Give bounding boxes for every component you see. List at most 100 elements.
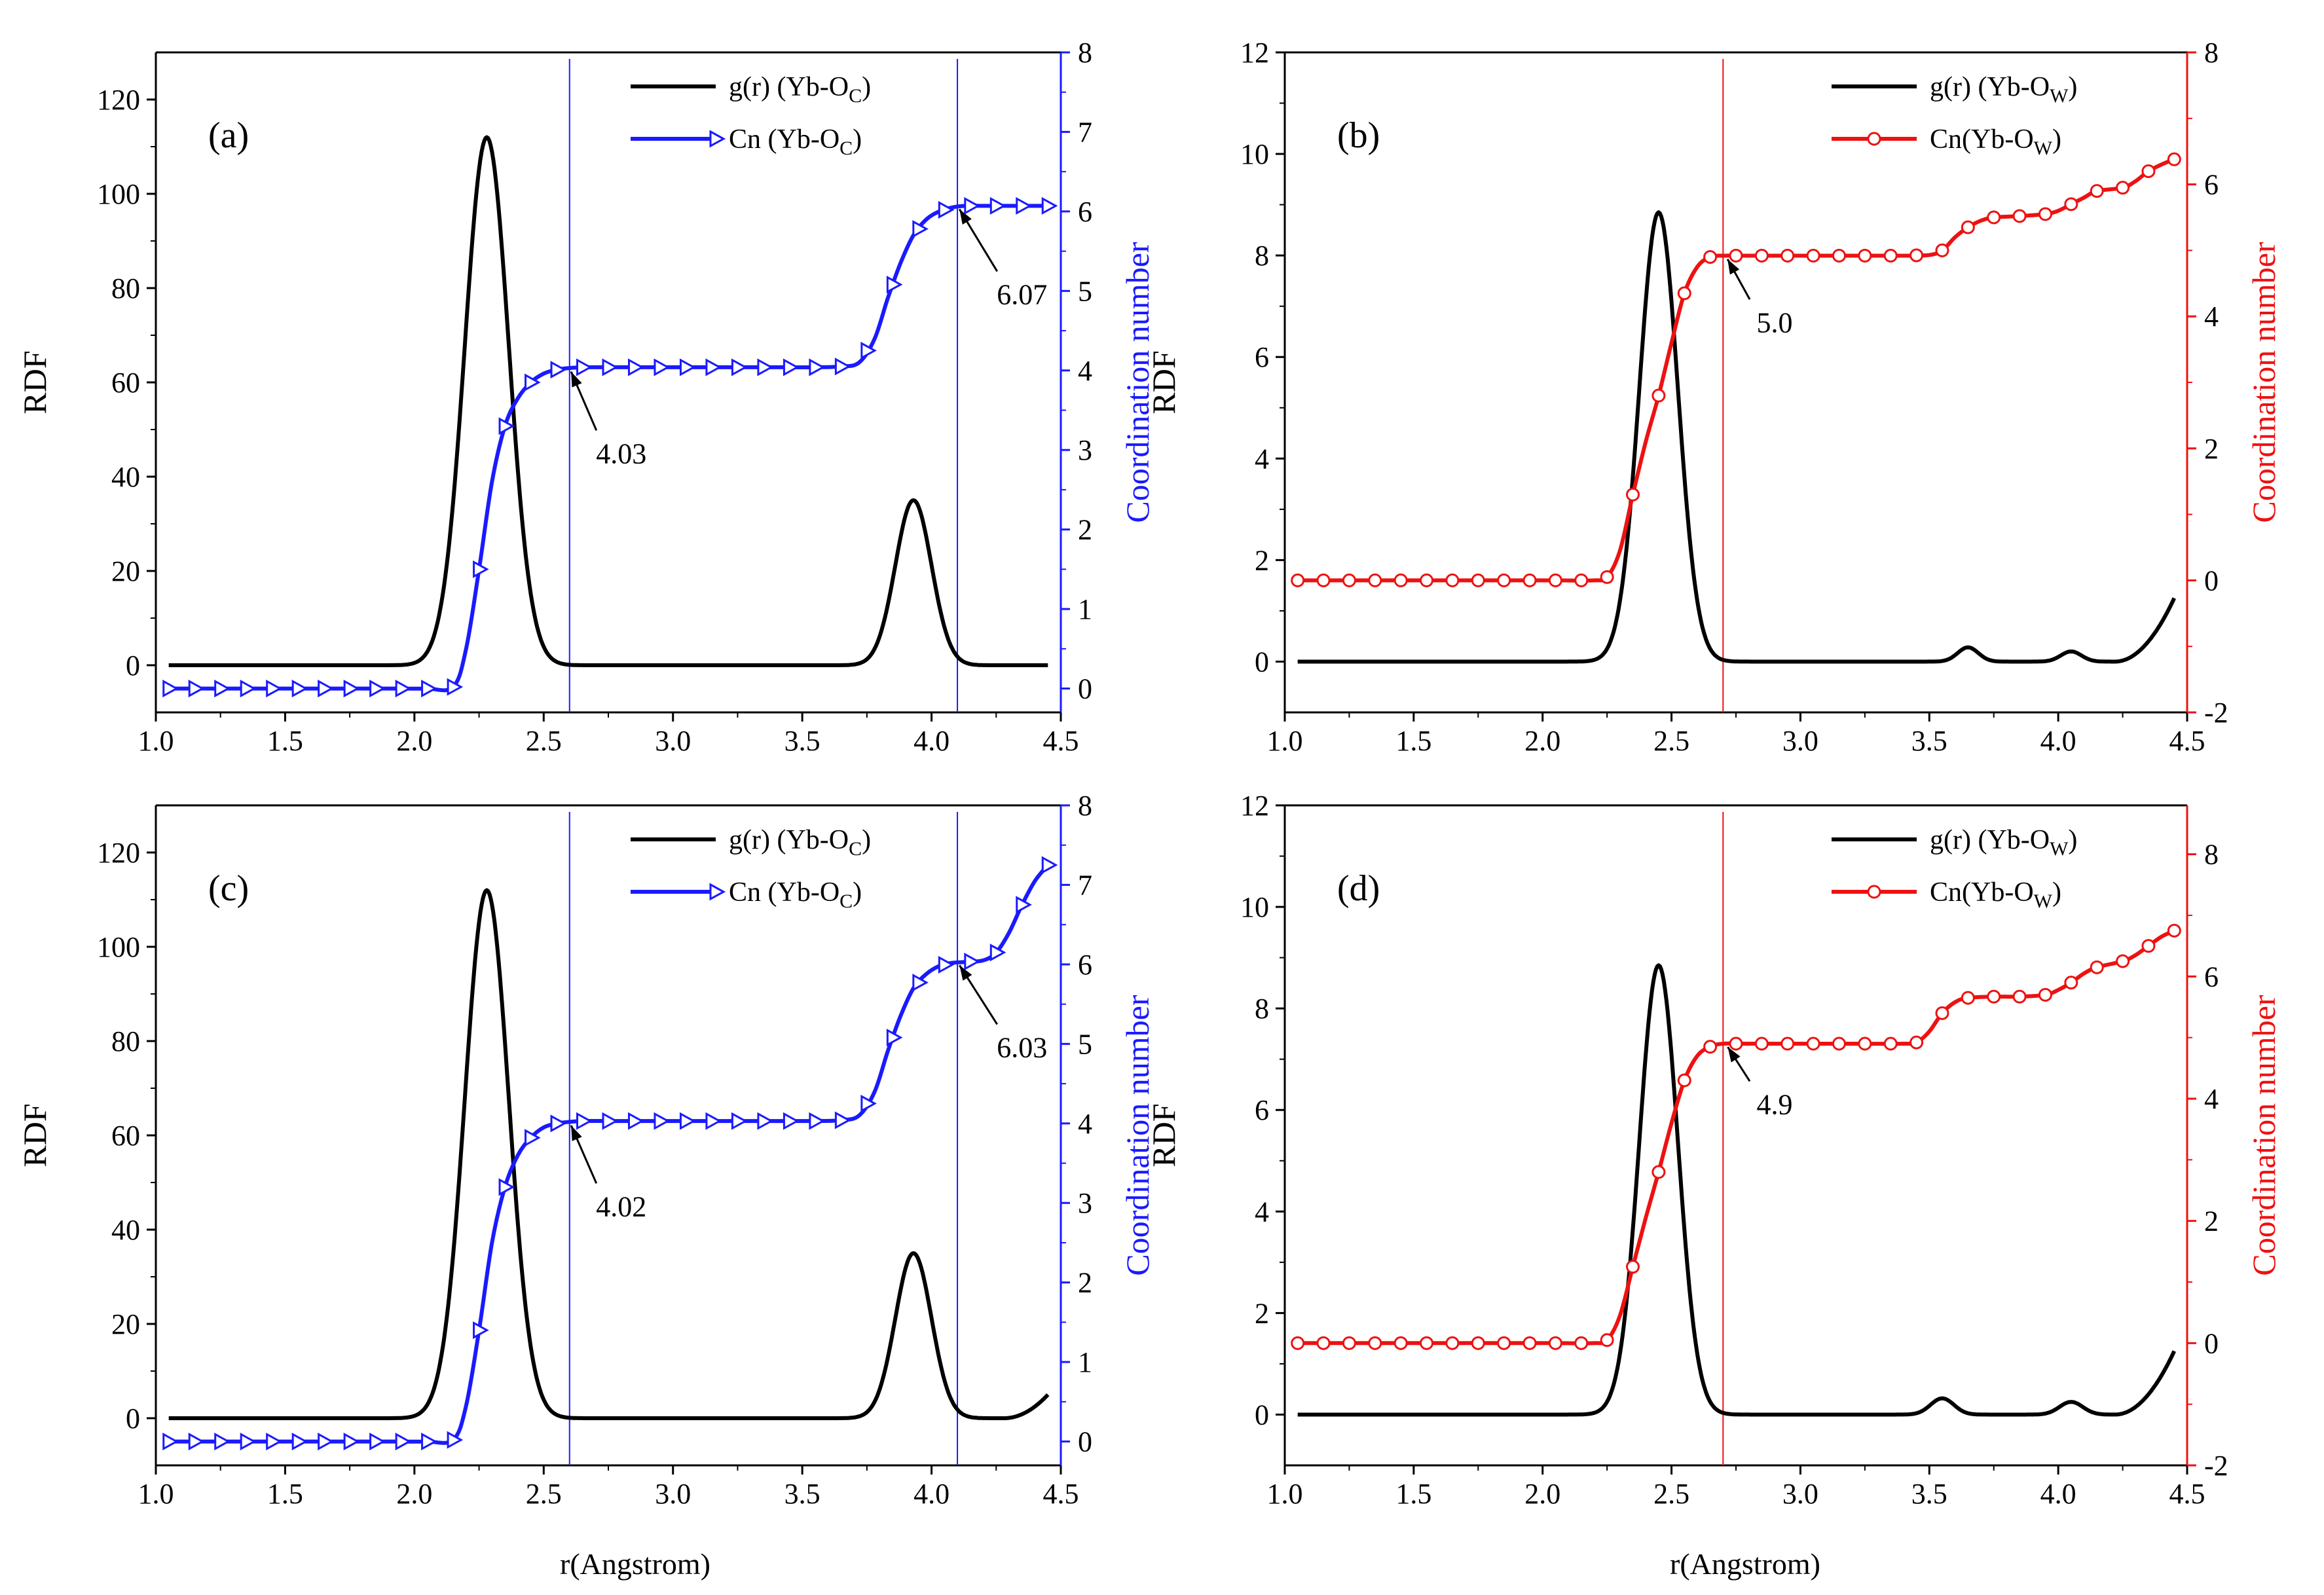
x-tick-label: 1.5 xyxy=(267,1478,303,1510)
x-axis-label-left: r(Angstrom) xyxy=(560,1547,710,1581)
y2-tick-label: 0 xyxy=(1078,1426,1092,1458)
series-cn-marker xyxy=(1497,573,1511,587)
series-cn-marker xyxy=(1548,1336,1562,1350)
series-cn-marker xyxy=(2141,939,2156,953)
series-cn-marker xyxy=(343,1433,360,1451)
y-tick-label: 2 xyxy=(1255,1297,1269,1329)
y-axis-title: RDF xyxy=(1145,1103,1182,1167)
series-cn-marker xyxy=(1342,573,1356,587)
series-cn-marker xyxy=(2167,923,2181,938)
x-tick-label: 4.5 xyxy=(1043,725,1079,757)
series-cn-marker xyxy=(266,680,282,698)
series-cn-marker xyxy=(783,1112,800,1130)
y-tick-label: 6 xyxy=(1255,1094,1269,1126)
legend-marker xyxy=(709,130,726,148)
x-tick-label: 4.0 xyxy=(2040,725,2076,757)
series-cn-marker xyxy=(731,1112,748,1130)
legend-label-1: Cn(Yb-OW) xyxy=(1930,124,2061,159)
series-cn-marker xyxy=(1729,1036,1743,1051)
series-cn-marker xyxy=(2064,976,2078,990)
series-cn-marker xyxy=(162,1433,179,1451)
y2-tick-label: 8 xyxy=(2204,37,2219,69)
x-tick-label: 3.5 xyxy=(784,725,821,757)
series-cn-marker xyxy=(783,358,800,376)
series-cn-marker xyxy=(240,1433,257,1451)
series-cn-marker xyxy=(1016,196,1032,215)
series-cn-marker xyxy=(602,358,619,376)
series-cn-marker xyxy=(1393,1336,1408,1350)
series-cn-marker xyxy=(1574,1336,1589,1350)
x-tick-label: 1.0 xyxy=(138,1478,174,1510)
series-cn-marker xyxy=(2012,209,2027,223)
series-cn-marker xyxy=(731,358,748,376)
legend-marker xyxy=(1867,132,1881,146)
series-cn-marker xyxy=(525,1129,541,1147)
series-cn-marker xyxy=(1291,1336,1305,1350)
series-cn-line xyxy=(1297,157,2175,583)
y2-tick-label: 4 xyxy=(2204,301,2219,333)
series-cn-marker xyxy=(705,358,722,376)
annotation-label: 4.03 xyxy=(596,437,646,469)
y2-tick-label: 8 xyxy=(2204,839,2219,871)
series-cn-marker xyxy=(291,1433,308,1451)
y-tick-label: 100 xyxy=(97,178,140,210)
series-cn-marker xyxy=(498,1178,515,1196)
series-cn-marker xyxy=(1445,1336,1460,1350)
y-tick-label: 0 xyxy=(126,1402,140,1435)
legend-marker xyxy=(1867,885,1881,899)
series-gr-line xyxy=(1297,210,2177,664)
y2-tick-label: 5 xyxy=(1078,1028,1092,1060)
x-tick-label: 3.0 xyxy=(1782,725,1818,757)
y-tick-label: 20 xyxy=(111,555,140,587)
series-cn-marker xyxy=(1883,1036,1898,1051)
x-tick-label: 1.5 xyxy=(1395,1478,1431,1510)
series-cn-marker xyxy=(1935,243,1949,257)
y2-axis-title: Coordination number xyxy=(1119,995,1156,1275)
series-cn-marker xyxy=(1858,248,1872,263)
series-cn-marker xyxy=(2090,184,2104,198)
annotation-arrow-head xyxy=(1727,259,1740,275)
series-cn-marker xyxy=(1780,248,1795,263)
series-cn-marker xyxy=(834,1111,851,1129)
y-tick-label: 80 xyxy=(111,1025,140,1057)
series-cn-marker xyxy=(1600,1333,1614,1348)
series-cn-marker xyxy=(886,1029,903,1047)
series-cn-marker xyxy=(421,1433,437,1451)
x-tick-label: 1.0 xyxy=(1267,1478,1303,1510)
y-tick-label: 12 xyxy=(1240,37,1269,69)
y2-tick-label: 8 xyxy=(1078,790,1092,822)
series-cn-marker xyxy=(1677,1073,1691,1088)
series-cn-marker xyxy=(834,358,851,376)
series-cn-marker xyxy=(1780,1036,1795,1051)
series-cn-marker xyxy=(1754,248,1769,263)
series-cn-marker xyxy=(809,1112,825,1130)
series-gr-line xyxy=(168,135,1049,667)
y2-axis-title: Coordination number xyxy=(2245,995,2282,1275)
x-tick-label: 2.0 xyxy=(1524,1478,1560,1510)
y-tick-label: 40 xyxy=(111,461,140,493)
series-cn-marker xyxy=(188,680,205,698)
y2-tick-label: 1 xyxy=(1078,1346,1092,1378)
legend-label-1: Cn(Yb-OW) xyxy=(1930,877,2061,912)
series-cn-marker xyxy=(498,417,515,435)
x-tick-label: 2.5 xyxy=(526,1478,562,1510)
y-axis-title: RDF xyxy=(1145,350,1182,414)
series-cn-marker xyxy=(964,196,980,215)
series-cn-marker xyxy=(318,680,334,698)
series-cn-marker xyxy=(2038,207,2052,221)
series-cn-marker xyxy=(912,974,929,992)
x-tick-label: 4.0 xyxy=(913,1478,950,1510)
y2-tick-label: 4 xyxy=(1078,355,1092,387)
series-cn-marker xyxy=(1858,1036,1872,1051)
series-cn-marker xyxy=(938,955,955,974)
y-tick-label: 20 xyxy=(111,1308,140,1340)
x-axis-label-right: r(Angstrom) xyxy=(1670,1547,1820,1581)
annotation-arrow-head xyxy=(959,965,972,981)
panels-container: 1.0 1.5 2.0 2.5 3.0 3.5 4.0 4.50204060801001200… xyxy=(16,37,2282,1510)
series-cn-marker xyxy=(757,1112,774,1130)
series-cn-marker xyxy=(705,1112,722,1130)
panel-label: (d) xyxy=(1337,868,1380,909)
x-tick-label: 3.0 xyxy=(655,725,691,757)
series-cn-marker xyxy=(1832,248,1846,263)
series-cn-marker xyxy=(395,680,412,698)
